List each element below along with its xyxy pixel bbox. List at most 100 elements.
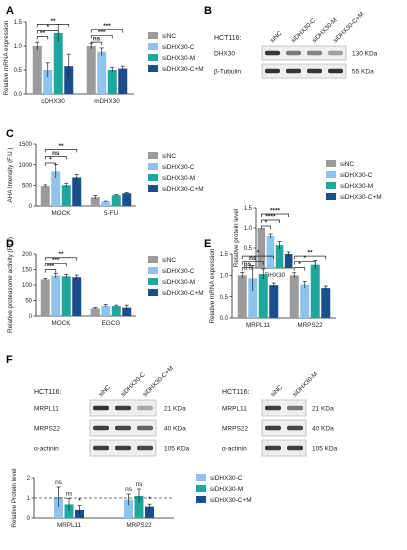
x-tick-label: MRPL11 <box>57 522 82 529</box>
blot-band <box>328 68 343 74</box>
significance-label: * <box>46 24 49 31</box>
bar <box>145 506 154 518</box>
bar <box>51 171 61 206</box>
bar <box>275 245 284 268</box>
legend-swatch <box>148 256 158 263</box>
significance-bracket <box>293 261 316 265</box>
significance-label: ns <box>249 255 257 262</box>
bar <box>72 177 82 206</box>
bar <box>61 185 71 206</box>
blot-band <box>287 445 303 451</box>
chart-e: 0.0 0.5 1.0 1.5 Relative mRNA expression MRPL… <box>209 248 336 329</box>
legend-label: siDHX30-C <box>210 475 243 482</box>
blot-size-label: 21 KDa <box>164 406 186 413</box>
blot-band <box>286 68 301 74</box>
blot-band <box>93 445 109 451</box>
legend-swatch <box>196 474 206 481</box>
blot-band <box>287 425 303 431</box>
blot-row-label: α-actinin <box>222 446 247 453</box>
blot-strip <box>261 45 347 61</box>
significance-label: ** <box>58 251 64 258</box>
cell-line-label: HCT116: <box>222 389 250 396</box>
significance-bracket <box>44 269 57 273</box>
legend-swatch <box>148 32 158 39</box>
blot-row-label: α-actinin <box>34 446 59 453</box>
x-tick-label: MOCK <box>52 320 72 327</box>
annotation-label: * <box>148 496 151 503</box>
significance-label: ** <box>307 250 313 257</box>
significance-bracket <box>90 41 103 46</box>
legend-swatch <box>326 182 336 189</box>
y-tick-label: 0 <box>29 204 33 210</box>
bar <box>122 307 132 316</box>
blot-b: HCT116: siNC siDHX30-CsiDHX30-MsiDHX30-C+M… <box>214 11 378 79</box>
blot-band <box>307 50 322 56</box>
chart-b: 0.0 0.5 1.0 1.5 Relative protein level DHX30 *… <box>233 206 294 279</box>
x-tick-label: DHX30 <box>265 272 286 279</box>
legend-f: siDHX30-C siDHX30-M siDHX30-C+M <box>196 474 252 504</box>
x-tick-label: 5-FU <box>104 210 118 217</box>
lane-label: siDHX30-M <box>291 371 319 399</box>
bar <box>321 288 331 318</box>
legend-label: siDHX30-C <box>162 268 195 275</box>
x-tick-label: MRPS22 <box>126 522 152 529</box>
blot-band <box>307 68 322 74</box>
panel-letter-c: C <box>6 128 14 140</box>
legend-swatch <box>326 171 336 178</box>
legend-label: siDHX30-C+M <box>340 194 382 201</box>
significance-label: ns <box>244 261 252 268</box>
bar <box>51 275 61 316</box>
significance-label: * <box>303 255 306 262</box>
chart-c: 0 500 1000 1500 AHA Intensity (F.U.) MOCK 5-FU… <box>7 142 136 217</box>
y-tick-label: 1.5 <box>220 252 229 258</box>
bar <box>257 228 266 268</box>
bar <box>97 51 107 94</box>
legends-layer: siNC siDHX30-C siDHX30-M siDHX30-C+M siNC siD… <box>148 32 382 504</box>
blot-band <box>287 405 303 411</box>
significance-label: *** <box>103 23 111 30</box>
legend-label: siNC <box>162 33 176 40</box>
legend-b: siNC siDHX30-C siDHX30-M siDHX30-C+M <box>326 160 382 201</box>
y-tick-label: 1500 <box>19 142 33 148</box>
lane-label: siDHX30-C+M <box>332 11 366 45</box>
legend-swatch <box>326 193 336 200</box>
y-tick-label: 0.5 <box>14 68 23 74</box>
bar <box>269 285 279 318</box>
bar <box>53 33 63 94</box>
y-tick-label: 1.0 <box>244 226 253 232</box>
legend-swatch <box>326 160 336 167</box>
significance-label: * <box>265 220 268 227</box>
y-tick-label: 1 <box>27 496 31 502</box>
bar <box>107 70 117 94</box>
legend-label: siNC <box>162 257 176 264</box>
bar <box>289 275 299 318</box>
bar <box>40 186 50 206</box>
lane-label: siNC <box>269 383 284 398</box>
legend-c: siNC siDHX30-C siDHX30-M siDHX30-C+M <box>148 152 204 193</box>
bar <box>300 284 310 318</box>
panel-letter-d: D <box>6 238 14 250</box>
bar <box>43 70 53 94</box>
legend-d: siNC siDHX30-C siDHX30-M siDHX30-C+M <box>148 256 204 297</box>
bar <box>90 308 100 316</box>
significance-bracket <box>261 213 289 217</box>
blot-band <box>115 425 131 431</box>
blot-size-label: 21 KDa <box>312 406 334 413</box>
blot-band <box>93 405 109 411</box>
legend-swatch <box>196 496 206 503</box>
bar <box>266 236 275 268</box>
significance-bracket <box>44 257 78 261</box>
blot-strip <box>261 439 307 457</box>
legend-swatch <box>148 174 158 181</box>
bar <box>61 276 71 316</box>
blot-size-label: 105 KDa <box>164 446 190 453</box>
legend-label: siDHX30-M <box>162 279 195 286</box>
legend-swatch <box>148 267 158 274</box>
legend-swatch <box>148 289 158 296</box>
blot-row-label: β-Tubulin <box>214 69 241 76</box>
legend-label: siDHX30-C+M <box>162 290 204 297</box>
blot-f2: HCT116: siNC siDHX30-M MRPL11 21 KDa MRPS22 40… <box>222 371 338 457</box>
significance-bracket <box>90 29 124 33</box>
bar <box>134 496 144 518</box>
